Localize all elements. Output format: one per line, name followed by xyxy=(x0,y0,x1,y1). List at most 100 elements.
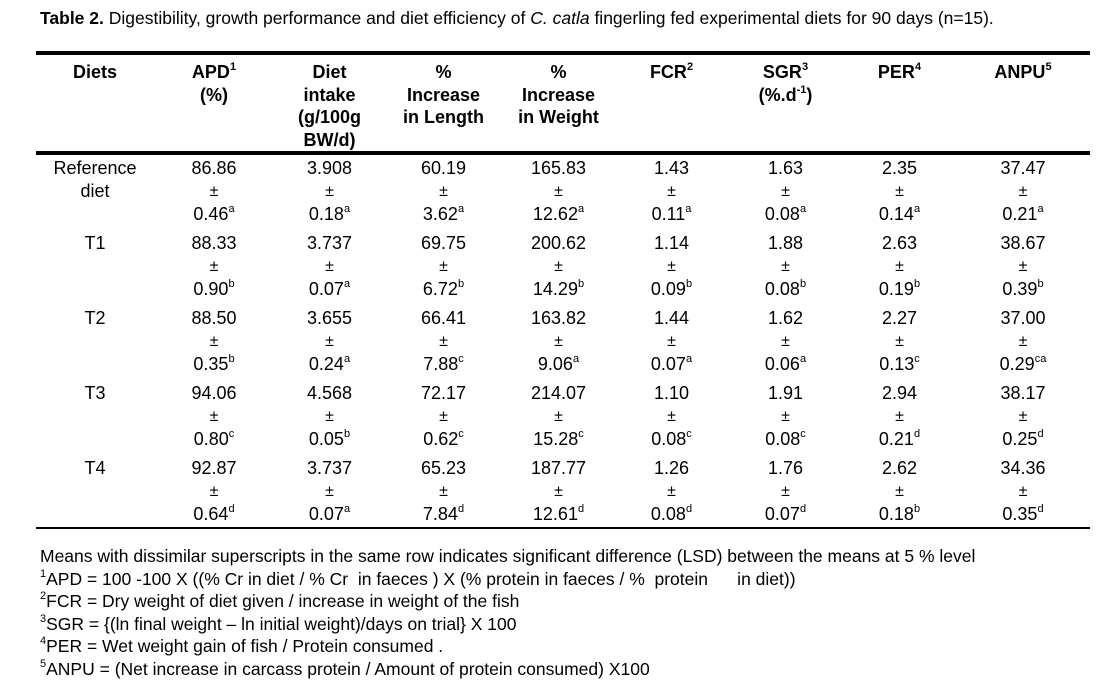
value-cell: 1.62 ±0.06a xyxy=(728,306,843,381)
header-sgr: SGR3 (%.d-1) xyxy=(728,51,843,155)
sd-value: 0.08c xyxy=(765,428,806,450)
sd-value: 0.21a xyxy=(1002,203,1044,225)
sd-value: 0.05b xyxy=(308,428,351,450)
value-cell: 200.62 ±14.29b xyxy=(502,231,615,306)
plus-minus-sign: ± xyxy=(667,408,676,425)
header-increase-weight: % Increase in Weight xyxy=(502,51,615,155)
mean-value: 1.44 xyxy=(653,308,690,328)
sd-value: 12.61d xyxy=(532,503,585,525)
significance-letter: c xyxy=(686,428,692,440)
sd-value: 0.90b xyxy=(193,278,235,300)
value-cell: 37.47 ±0.21a xyxy=(956,153,1090,231)
significance-letter: a xyxy=(1037,203,1044,215)
results-table: Diets APD1 (%) Diet intake (g/100g BW/d) … xyxy=(36,51,1090,529)
significance-letter: a xyxy=(685,203,692,215)
mean-value: 3.737 xyxy=(306,458,353,478)
value-cell: 34.36 ±0.35d xyxy=(956,456,1090,529)
significance-letter: a xyxy=(799,203,807,215)
plus-minus-sign: ± xyxy=(209,483,219,500)
table-caption: Table 2. Digestibility, growth performan… xyxy=(40,8,1085,28)
plus-minus-sign: ± xyxy=(325,483,334,500)
sd-value: 0.19b xyxy=(878,278,921,300)
sd-value: 15.28c xyxy=(533,428,584,450)
mean-value: 214.07 xyxy=(530,383,587,403)
diet-name-cell: Reference diet xyxy=(53,158,137,201)
mean-value: 94.06 xyxy=(191,383,237,403)
diet-name-cell: T3 xyxy=(84,383,106,403)
footnote-2: 2FCR = Dry weight of diet given / increa… xyxy=(40,590,520,611)
header-diet-intake: Diet intake (g/100g BW/d) xyxy=(274,51,385,155)
value-cell: 1.76 ±0.07d xyxy=(728,456,843,529)
significance-letter: b xyxy=(913,503,921,515)
significance-letter: d xyxy=(799,503,807,515)
footnote-4: 4PER = Wet weight gain of fish / Protein… xyxy=(40,635,444,656)
significance-letter: c xyxy=(458,353,464,365)
sd-value: 0.18a xyxy=(308,203,351,225)
mean-value: 3.908 xyxy=(306,158,353,178)
sd-value: 0.09b xyxy=(650,278,693,300)
value-cell: 37.00 ±0.29ca xyxy=(956,306,1090,381)
sd-value: 0.29ca xyxy=(999,353,1047,375)
mean-value: 1.26 xyxy=(653,458,690,478)
significance-letter: a xyxy=(913,203,921,215)
sd-value: 0.08c xyxy=(651,428,692,450)
significance-letter: d xyxy=(1037,503,1044,515)
value-cell: 3.737 ±0.07a xyxy=(274,231,385,306)
significance-letter: c xyxy=(578,428,584,440)
sd-value: 0.14a xyxy=(878,203,921,225)
plus-minus-sign: ± xyxy=(554,183,563,200)
header-row: Diets APD1 (%) Diet intake (g/100g BW/d) … xyxy=(36,51,1090,155)
table-row: T4 92.87 ±0.64d 3.737 ±0.07a 65.23 ±7.84d 187.7… xyxy=(36,456,1090,529)
mean-value: 38.67 xyxy=(1000,233,1046,253)
footnote-5: 5ANPU = (Net increase in carcass protein… xyxy=(40,657,650,679)
significance-letter: a xyxy=(343,203,351,215)
diet-name-cell: T4 xyxy=(36,456,154,529)
mean-value: 69.75 xyxy=(420,233,467,253)
mean-value: 1.63 xyxy=(767,158,804,178)
diet-name-cell: T1 xyxy=(84,233,106,253)
caption-text-before: Digestibility, growth performance and di… xyxy=(103,8,531,28)
plus-minus-sign: ± xyxy=(209,333,219,350)
sd-value: 0.11a xyxy=(651,203,692,225)
significance-letter: a xyxy=(343,503,351,515)
sd-value: 0.46a xyxy=(193,203,235,225)
sd-value: 0.64d xyxy=(193,503,235,525)
plus-minus-sign: ± xyxy=(439,258,448,275)
caption-text-after: fingerling fed experimental diets for 90… xyxy=(589,8,994,28)
value-cell: 3.908 ±0.18a xyxy=(274,153,385,231)
table-body: Reference diet 86.86 ±0.46a 3.908 ±0.18a 60.1… xyxy=(36,153,1090,529)
mean-value: 86.86 xyxy=(191,158,237,178)
sd-value: 0.80c xyxy=(193,428,235,450)
plus-minus-sign: ± xyxy=(554,258,563,275)
significance-letter: c xyxy=(228,428,235,440)
value-cell: 1.10 ±0.08c xyxy=(615,381,728,456)
significance-letter: b xyxy=(799,278,807,290)
value-cell: 1.91 ±0.08c xyxy=(728,381,843,456)
significance-letter: c xyxy=(914,353,920,365)
mean-value: 37.00 xyxy=(1000,308,1046,328)
sd-value: 0.06a xyxy=(764,353,807,375)
sd-value: 0.39b xyxy=(1002,278,1044,300)
value-cell: 2.63 ±0.19b xyxy=(843,231,956,306)
value-cell: 4.568 ±0.05b xyxy=(274,381,385,456)
sd-value: 0.07d xyxy=(764,503,807,525)
table-notes: Means with dissimilar superscripts in th… xyxy=(40,545,1095,680)
plus-minus-sign: ± xyxy=(781,258,790,275)
significance-letter: c xyxy=(458,428,464,440)
header-anpu: ANPU5 xyxy=(956,51,1090,155)
plus-minus-sign: ± xyxy=(667,333,676,350)
plus-minus-sign: ± xyxy=(781,483,790,500)
significance-letter: d xyxy=(1037,428,1044,440)
header-fcr: FCR2 xyxy=(615,51,728,155)
mean-value: 1.88 xyxy=(767,233,804,253)
sd-value: 0.07a xyxy=(650,353,693,375)
plus-minus-sign: ± xyxy=(895,483,904,500)
mean-value: 2.27 xyxy=(881,308,918,328)
value-cell: 38.67 ±0.39b xyxy=(956,231,1090,306)
plus-minus-sign: ± xyxy=(1018,333,1028,350)
value-cell: 1.26 ±0.08d xyxy=(615,456,728,529)
mean-value: 200.62 xyxy=(530,233,587,253)
plus-minus-sign: ± xyxy=(209,408,219,425)
value-cell: 3.737 ±0.07a xyxy=(274,456,385,529)
value-cell: 1.44 ±0.07a xyxy=(615,306,728,381)
